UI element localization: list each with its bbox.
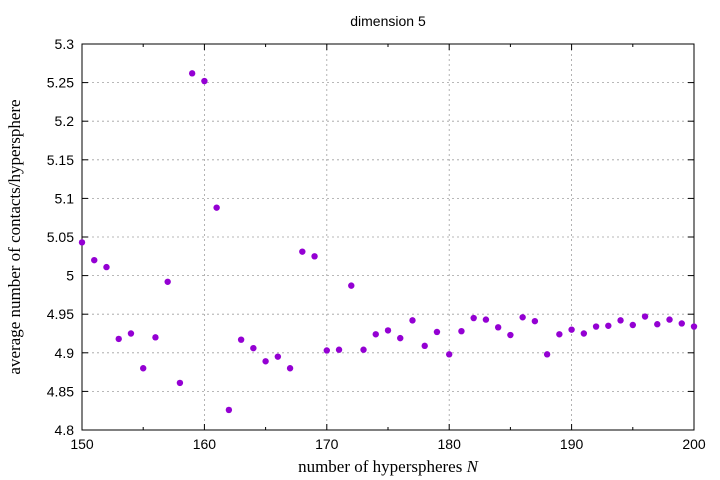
x-tick-labels: 150 160 170 180 190 200 (70, 436, 706, 452)
data-point (152, 334, 159, 341)
data-point (409, 317, 416, 324)
x-axis-label-text: number of hyperspheres (298, 457, 462, 476)
y-tick-labels: 4.8 4.85 4.9 4.95 5 5.05 5.1 5.15 5.2 5.25 5.3 (47, 36, 74, 438)
x-axis-label: number of hyperspheres N (298, 457, 480, 476)
data-point (127, 330, 135, 337)
data-point (482, 316, 490, 323)
data-point (543, 351, 551, 358)
data-point (421, 342, 428, 350)
y-tick-label: 5 (66, 268, 74, 284)
data-point (678, 320, 685, 327)
data-point (372, 331, 379, 338)
data-point (580, 330, 588, 337)
data-point (568, 326, 575, 333)
x-axis-label-variable: N (466, 457, 480, 476)
y-tick-label: 5.25 (47, 75, 74, 91)
y-tick-label: 4.8 (55, 422, 75, 438)
data-point (397, 334, 404, 342)
data-point (458, 327, 465, 335)
x-tick-label: 200 (682, 436, 706, 452)
y-tick-label: 4.95 (47, 306, 74, 322)
data-point (592, 323, 600, 330)
data-point (617, 317, 624, 324)
plot-frame (81, 43, 695, 431)
grid-lines (82, 44, 694, 430)
data-point (654, 321, 661, 328)
y-tick-label: 4.9 (55, 345, 75, 361)
data-point (176, 379, 184, 387)
data-point (323, 347, 330, 354)
data-point (103, 263, 110, 271)
data-point (140, 365, 147, 372)
data-point (629, 321, 636, 329)
data-point (494, 324, 502, 331)
data-point (335, 346, 343, 353)
data-point (78, 239, 86, 246)
data-point (690, 323, 698, 330)
data-point (666, 316, 673, 323)
x-tick-label: 190 (560, 436, 584, 452)
data-point (225, 406, 233, 414)
data-point (507, 331, 514, 339)
data-point (299, 248, 306, 255)
data-point (470, 314, 477, 322)
data-point (433, 328, 441, 336)
data-point (348, 282, 355, 289)
data-point (274, 353, 282, 360)
y-tick-label: 5.1 (55, 190, 75, 206)
data-point (262, 358, 269, 365)
data-point (605, 322, 612, 329)
data-point (360, 346, 367, 353)
data-point (201, 77, 208, 85)
data-points (78, 70, 698, 414)
data-point (311, 253, 318, 260)
data-point (556, 331, 563, 338)
data-point (384, 327, 392, 334)
data-point (115, 335, 122, 343)
data-point (286, 365, 294, 372)
x-tick-label: 160 (193, 436, 217, 452)
y-tick-label: 5.3 (55, 36, 75, 52)
y-axis-label: average number of contacts/hypersphere (5, 99, 24, 374)
x-tick-label: 150 (70, 436, 94, 452)
data-point (641, 313, 649, 320)
data-point (250, 344, 257, 352)
x-tick-label: 170 (315, 436, 339, 452)
y-tick-label: 5.15 (47, 152, 74, 168)
data-point (531, 317, 539, 325)
data-point (237, 336, 245, 343)
y-tick-label: 5.2 (55, 113, 75, 129)
y-tick-label: 4.85 (47, 383, 74, 399)
data-point (164, 278, 171, 285)
x-tick-label: 180 (438, 436, 462, 452)
data-point (91, 256, 98, 264)
chart-title: dimension 5 (350, 13, 426, 29)
data-point (519, 314, 526, 321)
data-point (188, 70, 196, 77)
data-point (213, 204, 220, 211)
y-tick-label: 5.05 (47, 229, 74, 245)
data-point (446, 351, 453, 358)
